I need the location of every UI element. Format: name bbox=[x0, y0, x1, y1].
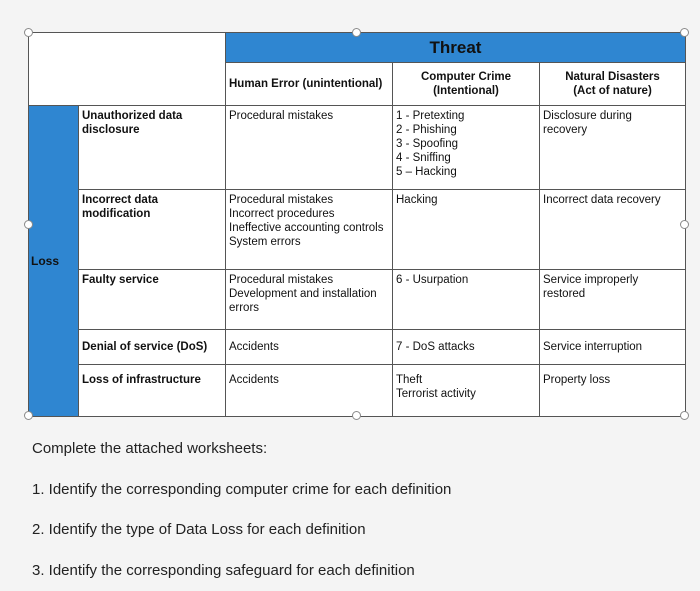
cell-natural-disaster: Service interruption bbox=[539, 329, 686, 365]
column-header-human-error: Human Error (unintentional) bbox=[225, 62, 393, 106]
resize-handle-top-center[interactable] bbox=[352, 28, 361, 37]
threat-loss-table: Threat Human Error (unintentional) Compu… bbox=[28, 32, 686, 417]
cell-natural-disaster: Property loss bbox=[539, 364, 686, 417]
threat-header: Threat bbox=[225, 32, 686, 63]
cell-computer-crime: Hacking bbox=[392, 189, 540, 270]
cell-computer-crime: 7 - DoS attacks bbox=[392, 329, 540, 365]
resize-handle-middle-right[interactable] bbox=[680, 220, 689, 229]
row-header-incorrect-modification: Incorrect data modification bbox=[78, 189, 226, 270]
row-header-denial-of-service: Denial of service (DoS) bbox=[78, 329, 226, 365]
column-header-computer-crime: Computer Crime (Intentional) bbox=[392, 62, 540, 106]
instruction-item: 2. Identify the type of Data Loss for ea… bbox=[32, 521, 366, 538]
cell-human-error: Procedural mistakes Development and inst… bbox=[225, 269, 393, 330]
cell-computer-crime: 1 - Pretexting 2 - Phishing 3 - Spoofing… bbox=[392, 105, 540, 190]
empty-corner-cell bbox=[28, 32, 226, 106]
cell-natural-disaster: Incorrect data recovery bbox=[539, 189, 686, 270]
resize-handle-top-left[interactable] bbox=[24, 28, 33, 37]
resize-handle-bottom-center[interactable] bbox=[352, 411, 361, 420]
instructions-heading: Complete the attached worksheets: bbox=[32, 440, 268, 457]
loss-header: Loss bbox=[28, 105, 79, 417]
threat-loss-table-container: Threat Human Error (unintentional) Compu… bbox=[28, 32, 686, 417]
resize-handle-middle-left[interactable] bbox=[24, 220, 33, 229]
cell-human-error: Accidents bbox=[225, 364, 393, 417]
row-header-loss-of-infrastructure: Loss of infrastructure bbox=[78, 364, 226, 417]
instruction-item: 3. Identify the corresponding safeguard … bbox=[32, 562, 415, 579]
instruction-item: 1. Identify the corresponding computer c… bbox=[32, 481, 452, 498]
cell-human-error: Accidents bbox=[225, 329, 393, 365]
cell-human-error: Procedural mistakes Incorrect procedures… bbox=[225, 189, 393, 270]
cell-human-error: Procedural mistakes bbox=[225, 105, 393, 190]
resize-handle-top-right[interactable] bbox=[680, 28, 689, 37]
cell-natural-disaster: Service improperly restored bbox=[539, 269, 686, 330]
resize-handle-bottom-left[interactable] bbox=[24, 411, 33, 420]
column-header-natural-disasters: Natural Disasters (Act of nature) bbox=[539, 62, 686, 106]
cell-natural-disaster: Disclosure during recovery bbox=[539, 105, 686, 190]
row-header-faulty-service: Faulty service bbox=[78, 269, 226, 330]
row-header-unauthorized-disclosure: Unauthorized data disclosure bbox=[78, 105, 226, 190]
cell-computer-crime: Theft Terrorist activity bbox=[392, 364, 540, 417]
resize-handle-bottom-right[interactable] bbox=[680, 411, 689, 420]
cell-computer-crime: 6 - Usurpation bbox=[392, 269, 540, 330]
